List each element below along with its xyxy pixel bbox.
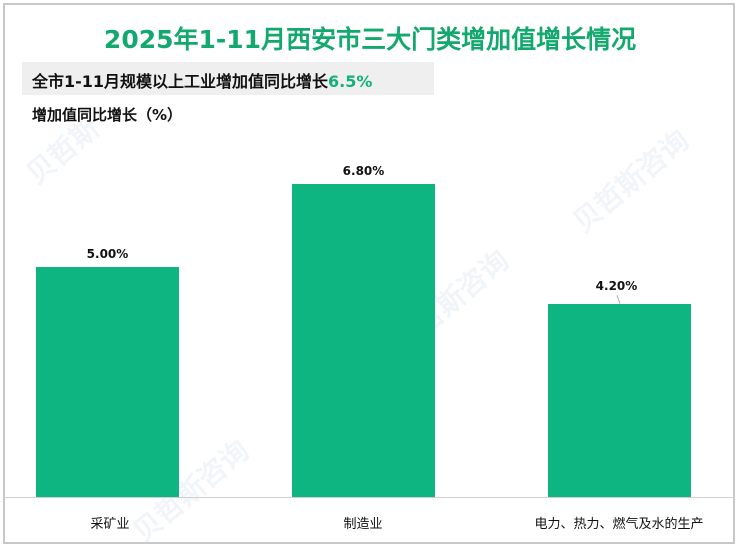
value-label-manufacturing: 6.80%: [342, 164, 385, 178]
subtitle-box: [22, 62, 434, 95]
value-label-utilities: 4.20%: [595, 279, 638, 293]
category-label-mining: 采矿业: [90, 517, 130, 532]
x-axis-line: [5, 497, 735, 498]
subtitle-highlight: 6.5%: [328, 72, 373, 91]
chart-title: 2025年1-11月西安市三大门类增加值增长情况: [103, 25, 637, 54]
category-label-utilities: 电力、热力、燃气及水的生产: [534, 517, 704, 532]
bar-utilities: [548, 304, 691, 497]
bar-mining: [36, 267, 179, 497]
value-label-mining: 5.00%: [86, 247, 129, 261]
y-axis-label: 增加值同比增长（%）: [32, 106, 183, 124]
subtitle-text: 全市1-11月规模以上工业增加值同比增长: [32, 72, 329, 91]
bar-manufacturing: [292, 184, 435, 497]
category-label-manufacturing: 制造业: [343, 517, 383, 532]
subtitle: 全市1-11月规模以上工业增加值同比增长6.5%: [32, 68, 372, 92]
